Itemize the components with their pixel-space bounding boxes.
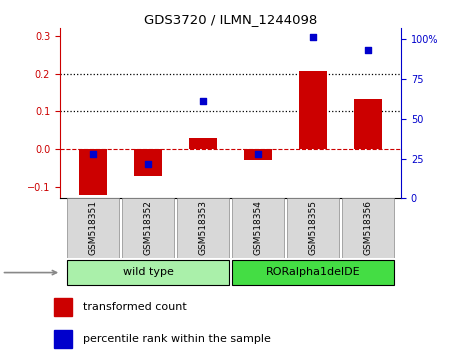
Text: GSM518355: GSM518355 [308,200,318,255]
Bar [54,330,72,348]
Bar [189,138,217,149]
Polygon shape [342,198,395,258]
Point [144,161,152,167]
Point [199,98,207,104]
Text: GSM518354: GSM518354 [254,200,262,255]
Text: genotype/variation: genotype/variation [0,268,57,278]
Bar [299,71,327,149]
Text: GSM518351: GSM518351 [89,200,97,255]
Point [89,151,97,157]
Polygon shape [231,198,284,258]
Title: GDS3720 / ILMN_1244098: GDS3720 / ILMN_1244098 [144,13,317,26]
Polygon shape [66,198,119,258]
Polygon shape [177,198,230,258]
Text: percentile rank within the sample: percentile rank within the sample [83,334,271,344]
Bar [244,149,272,160]
Bar [54,298,72,316]
Bar [134,149,162,176]
Polygon shape [287,198,339,258]
Bar [79,149,106,195]
Text: RORalpha1delDE: RORalpha1delDE [266,267,361,277]
Point [309,34,317,40]
Text: wild type: wild type [123,267,173,277]
Text: GSM518353: GSM518353 [199,200,207,255]
Text: GSM518356: GSM518356 [364,200,372,255]
Text: transformed count: transformed count [83,302,187,312]
Polygon shape [122,198,174,258]
Point [254,151,262,157]
Text: GSM518352: GSM518352 [143,200,153,255]
Bar [231,260,395,285]
Bar [66,260,230,285]
Point [364,47,372,53]
Bar [355,99,382,149]
